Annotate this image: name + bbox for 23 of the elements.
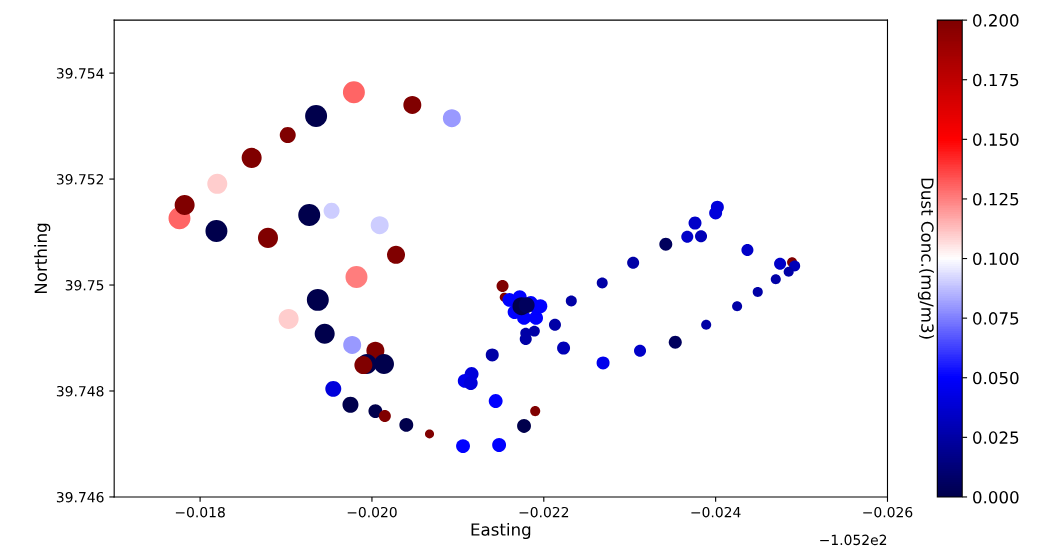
x-tick-label: −0.026 <box>863 506 913 518</box>
x-tick-label: −0.018 <box>175 506 225 518</box>
color-bar-label: 0.050 <box>973 371 1019 385</box>
x-tick-label: −0.020 <box>347 506 397 518</box>
y-tick-label: 39.75 <box>65 280 104 291</box>
color-bar-label: 0.075 <box>973 312 1019 325</box>
color-bar-title: Dust Conc.(mg/m3) <box>917 178 934 339</box>
y-tick-label: 39.752 <box>56 174 104 185</box>
y-tick-label: 39.754 <box>56 68 104 79</box>
color-bar-label: 0.100 <box>973 252 1019 266</box>
x-tick-label: −0.022 <box>519 506 569 518</box>
color-bar-label: 0.150 <box>973 133 1019 146</box>
color-bar-label: 0.000 <box>973 490 1019 504</box>
color-bar-label: 0.200 <box>973 14 1019 27</box>
x-tick-label: −0.024 <box>691 506 741 518</box>
y-axis-title: Northing <box>34 223 51 294</box>
y-tick-label: 39.748 <box>56 385 104 397</box>
x-axis-title: Easting <box>471 522 531 540</box>
color-bar-label: 0.025 <box>973 431 1019 444</box>
color-bar-label: 0.175 <box>973 73 1019 87</box>
y-tick-label: 39.746 <box>56 491 104 503</box>
text: −1.052e2 <box>820 534 887 546</box>
color-bar-label: 0.125 <box>973 192 1019 206</box>
